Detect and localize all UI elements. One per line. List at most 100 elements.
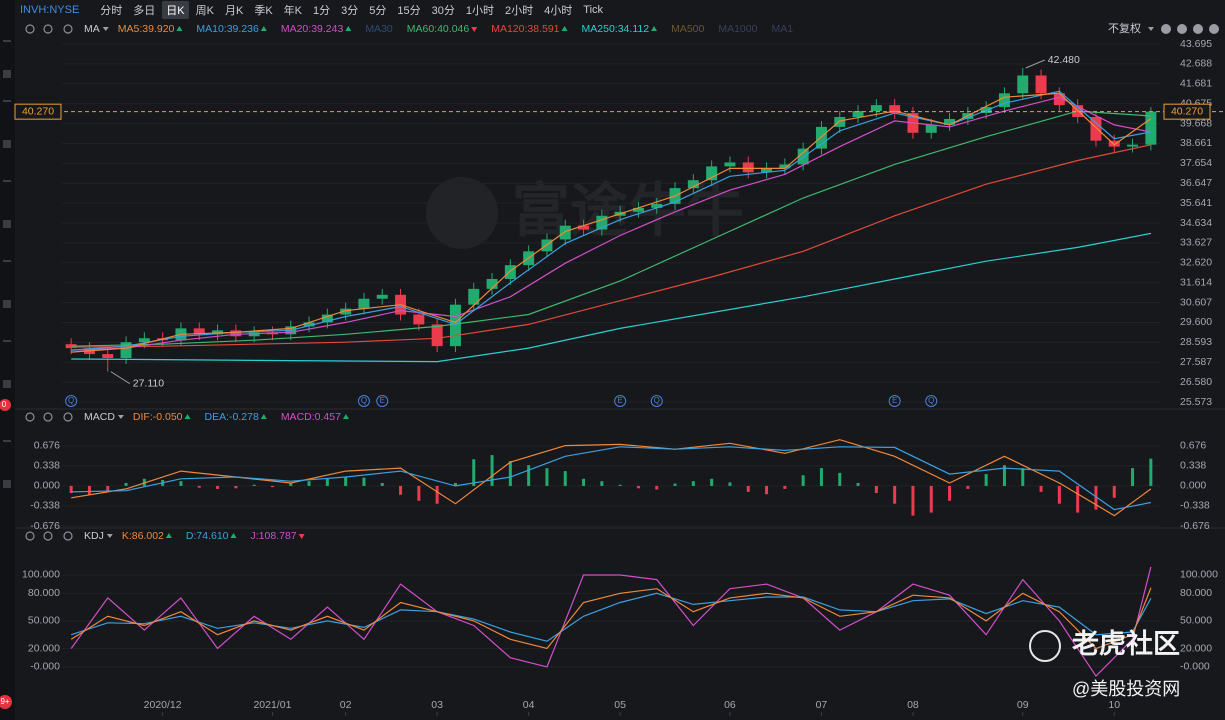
price-tag [1163,103,1211,120]
interval-tab[interactable]: 4小时 [544,5,573,17]
legend-entry: MA20:39.243 [281,23,344,35]
interval-tab[interactable]: 3分 [341,5,359,17]
indicator-line [70,566,1152,678]
macd-bar [216,485,220,489]
candle-body [925,124,937,133]
candle-body [468,288,480,305]
interval-tab[interactable]: 年K [283,5,303,17]
macd-bar [1039,485,1043,492]
candle-body [761,168,773,173]
interval-tab[interactable]: 2小时 [505,5,534,17]
macd-bar [399,485,403,495]
indicator-dropdown [117,415,124,419]
zoom-out[interactable] [1161,24,1171,34]
sidebar-badge [0,399,11,411]
macd-bar [380,482,384,486]
x-tick-label: 2021/01 [253,699,291,711]
macd-bar [893,485,897,504]
macd-bar [325,478,329,486]
x-tick-label: 03 [431,699,443,711]
sidebar-icons [3,40,11,488]
candle-body [413,314,425,325]
adjust-toggle[interactable]: 不复权 [1108,21,1141,35]
interval-tab[interactable]: 周K [195,5,214,17]
panels: 43.69542.68841.68140.67539.66838.66137.6… [14,23,1225,716]
indicator-line [70,587,1152,650]
macd-bar [838,472,842,486]
interval-tab[interactable]: 季K [254,5,273,17]
y-tick-label: -0.676 [1180,520,1210,532]
macd-bar [289,483,293,486]
zoom-in[interactable] [1177,24,1187,34]
interval-tab[interactable]: 15分 [397,5,421,17]
macd-bar [600,481,604,486]
price-tag-label: 40.270 [1171,105,1203,117]
event-marker [925,395,938,407]
y-tick-label: 20.000 [1180,642,1212,654]
legend-entry: MA120:38.591 [491,23,559,35]
interval-tab[interactable]: 1小时 [465,5,495,17]
price-tag-label: 40.270 [22,105,54,117]
window-controls[interactable] [1161,24,1219,34]
macd-bar [1002,465,1006,486]
event-marker [614,395,627,407]
candle-body [998,93,1010,108]
legend-entry: J:108.787 [251,530,297,542]
dropdown-arrow [1148,27,1154,31]
legend-trend [184,414,191,419]
candle-body [944,118,956,125]
interval-tab[interactable]: Tick [583,4,604,16]
y-tick-label: 43.695 [1180,38,1212,50]
legend-trend [260,414,267,419]
candle-body [1035,75,1047,94]
macd-bar [1021,468,1025,486]
y-tick-label: 35.641 [1180,197,1212,209]
candle-body [870,105,882,112]
panel-icons [25,24,73,541]
event-marker [650,395,663,407]
macd-bar [453,482,457,486]
macd-bar [636,485,640,489]
interval-tab[interactable]: 日K [162,1,189,19]
interval-tab[interactable]: 分时 [100,5,123,17]
interval-tab[interactable]: 月K [224,5,244,17]
macd-bar [1112,485,1116,498]
y-tick-label: 0.000 [1180,480,1206,492]
macd-bar [124,482,128,486]
event-label: Q [361,396,367,405]
y-tick-label: 38.661 [1180,137,1212,149]
macd-bar [710,478,714,486]
candle-body [1108,140,1120,147]
legend-trend [230,533,237,538]
legend-entry: MA5:39.920 [118,23,175,35]
candle-body [138,338,150,343]
candle-body [724,162,736,167]
y-tick-label: -0.000 [1180,661,1210,673]
fullscreen[interactable] [1209,24,1219,34]
y-tick-label: 34.634 [1180,217,1212,229]
macd-bar [362,477,366,486]
y-tick-label: 0.338 [34,460,60,472]
y-tick-label: 30.607 [1180,296,1212,308]
interval-tab[interactable]: 5分 [369,5,387,17]
y-tick-label: 37.654 [1180,157,1212,169]
x-tick-label: 10 [1108,699,1120,711]
interval-tab[interactable]: 多日 [133,5,156,17]
candle-body [815,126,827,149]
x-tick-label: 08 [907,699,919,711]
macd-bar [929,485,933,513]
y-tick-label: 28.593 [1180,336,1212,348]
legend-entry: DEA:-0.278 [205,411,259,423]
annotation-label: 27.110 [133,377,164,389]
y-tick-label: 27.587 [1180,356,1212,368]
interval-tab[interactable]: 1分 [313,5,331,17]
macd-bar [728,482,732,486]
settings[interactable] [1193,24,1203,34]
macd-bar [1057,485,1061,504]
interval-tab[interactable]: 30分 [431,5,455,17]
sidebar [0,0,15,720]
macd-bar [270,485,274,488]
legend-trend [651,26,658,31]
macd-bar [87,485,91,495]
candle-body [504,265,516,279]
